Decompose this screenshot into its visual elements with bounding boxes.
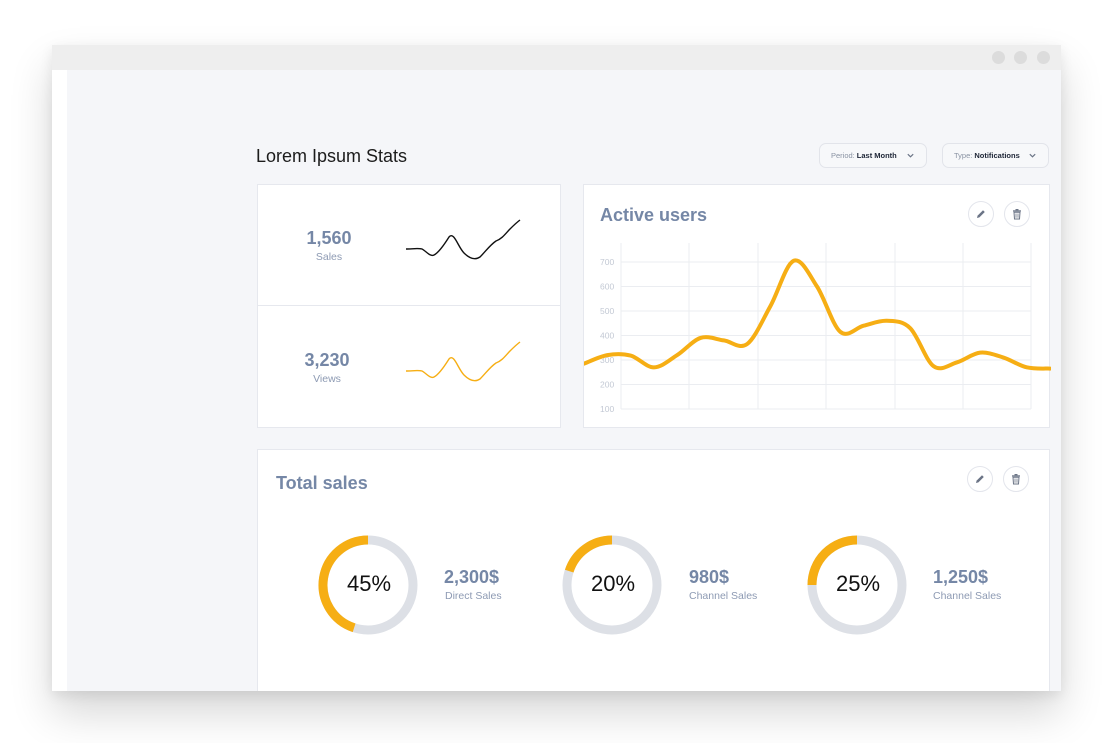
views-sparkline — [405, 341, 521, 382]
donut-chart-channel-sales — [807, 535, 907, 635]
type-value: Notifications — [974, 151, 1020, 160]
active-users-chart: 700 600 500 400 300 200 100 — [584, 243, 1051, 414]
y-tick-label: 200 — [600, 380, 614, 390]
edit-button[interactable] — [968, 201, 994, 227]
views-value: 3,230 — [304, 350, 350, 370]
donut-chart-direct-sales — [318, 535, 418, 635]
sales-amount: 980$ — [689, 567, 730, 587]
window-control-dot[interactable] — [1037, 51, 1050, 64]
total-sales-card: Total sales 45% 2,300$ Direct Sales — [257, 449, 1050, 691]
sales-amount: 1,250$ — [933, 567, 989, 587]
trash-icon — [1012, 474, 1020, 485]
donut-progress-arc — [318, 535, 369, 633]
total-sales-title: Total sales — [276, 473, 368, 493]
page-title: Lorem Ipsum Stats — [256, 146, 408, 166]
sales-label: Sales — [315, 251, 343, 263]
active-users-card: Active users 700 600 500 400 300 200 100 — [583, 184, 1051, 428]
card-divider — [258, 305, 560, 306]
y-tick-label: 300 — [600, 355, 614, 365]
sales-value: 1,560 — [306, 228, 352, 248]
donut-percent: 45% — [346, 571, 392, 596]
pencil-icon — [976, 475, 984, 483]
donut-percent: 25% — [835, 571, 881, 596]
sidebar — [52, 70, 67, 691]
window-control-dot[interactable] — [1014, 51, 1027, 64]
views-label: Views — [313, 373, 341, 385]
browser-window: Lorem Ipsum Stats Period: Last Month Typ… — [52, 45, 1061, 691]
donut-percent: 20% — [590, 571, 636, 596]
period-label: Period: — [831, 151, 855, 160]
y-tick-label: 100 — [600, 404, 614, 414]
type-dropdown[interactable]: Type: Notifications — [942, 143, 1049, 168]
y-tick-label: 500 — [600, 306, 614, 316]
active-users-series-line — [584, 258, 1051, 371]
window-control-dot[interactable] — [992, 51, 1005, 64]
y-tick-label: 700 — [600, 257, 614, 267]
sales-channel-label: Direct Sales — [445, 590, 502, 602]
period-value: Last Month — [856, 151, 897, 160]
active-users-title: Active users — [600, 205, 708, 225]
sales-channel-label: Channel Sales — [933, 590, 1002, 602]
chevron-down-icon — [907, 153, 914, 158]
sales-sparkline-line — [405, 219, 521, 260]
donut-progress-arc — [564, 535, 613, 573]
sales-channel-label: Channel Sales — [689, 590, 758, 602]
donut-progress-arc — [807, 535, 858, 586]
pencil-icon — [977, 210, 985, 218]
type-label: Type: — [954, 151, 973, 160]
donut-chart-channel-sales — [562, 535, 662, 635]
delete-button[interactable] — [1004, 201, 1030, 227]
sales-sparkline — [405, 219, 521, 260]
chevron-down-icon — [1029, 153, 1036, 158]
stats-card: 1,560 Sales 3,230 Views — [257, 184, 561, 428]
window-titlebar — [52, 45, 1061, 70]
y-tick-label: 400 — [600, 331, 614, 341]
y-tick-label: 600 — [600, 282, 614, 292]
edit-button[interactable] — [967, 466, 993, 492]
period-dropdown[interactable]: Period: Last Month — [819, 143, 927, 168]
sales-amount: 2,300$ — [444, 567, 500, 587]
trash-icon — [1013, 209, 1021, 220]
views-sparkline-line — [405, 341, 521, 382]
delete-button[interactable] — [1003, 466, 1029, 492]
